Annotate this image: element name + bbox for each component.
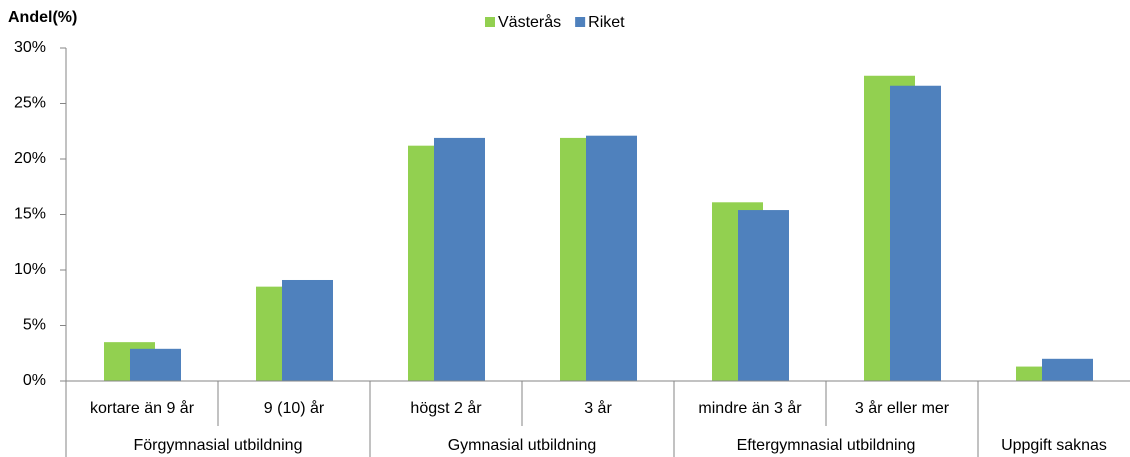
group-label: Förgymnasial utbildning (134, 437, 303, 454)
bar (130, 348, 181, 381)
y-tick-label: 25% (14, 95, 46, 112)
y-tick-label: 5% (23, 317, 46, 334)
group-label: Gymnasial utbildning (448, 437, 597, 454)
x-tick-label: 3 år eller mer (855, 399, 950, 417)
bar (434, 137, 485, 381)
x-tick-label: kortare än 9 år (90, 399, 195, 417)
y-tick-label: 30% (14, 39, 46, 56)
y-tick-label: 10% (14, 261, 46, 278)
y-tick-label: 15% (14, 206, 46, 223)
bar (586, 135, 637, 381)
bar (282, 279, 333, 381)
group-label: Eftergymnasial utbildning (737, 437, 916, 454)
legend-label: Västerås (498, 13, 561, 31)
legend-label: Riket (588, 14, 625, 31)
y-tick-label: 20% (14, 150, 46, 167)
bar (1042, 358, 1093, 381)
legend-swatch (575, 17, 586, 27)
legend-swatch (485, 17, 495, 27)
x-tick-label: 9 (10) år (264, 399, 325, 417)
x-tick-label: 3 år (584, 399, 612, 417)
bar (738, 210, 789, 381)
group-label: Uppgift saknas (1001, 437, 1107, 454)
x-tick-label: mindre än 3 år (698, 399, 802, 417)
y-tick-label: 0% (23, 372, 46, 389)
x-tick-label: högst 2 år (410, 399, 482, 417)
y-axis-title: Andel(%) (8, 9, 77, 26)
bar (890, 85, 941, 382)
